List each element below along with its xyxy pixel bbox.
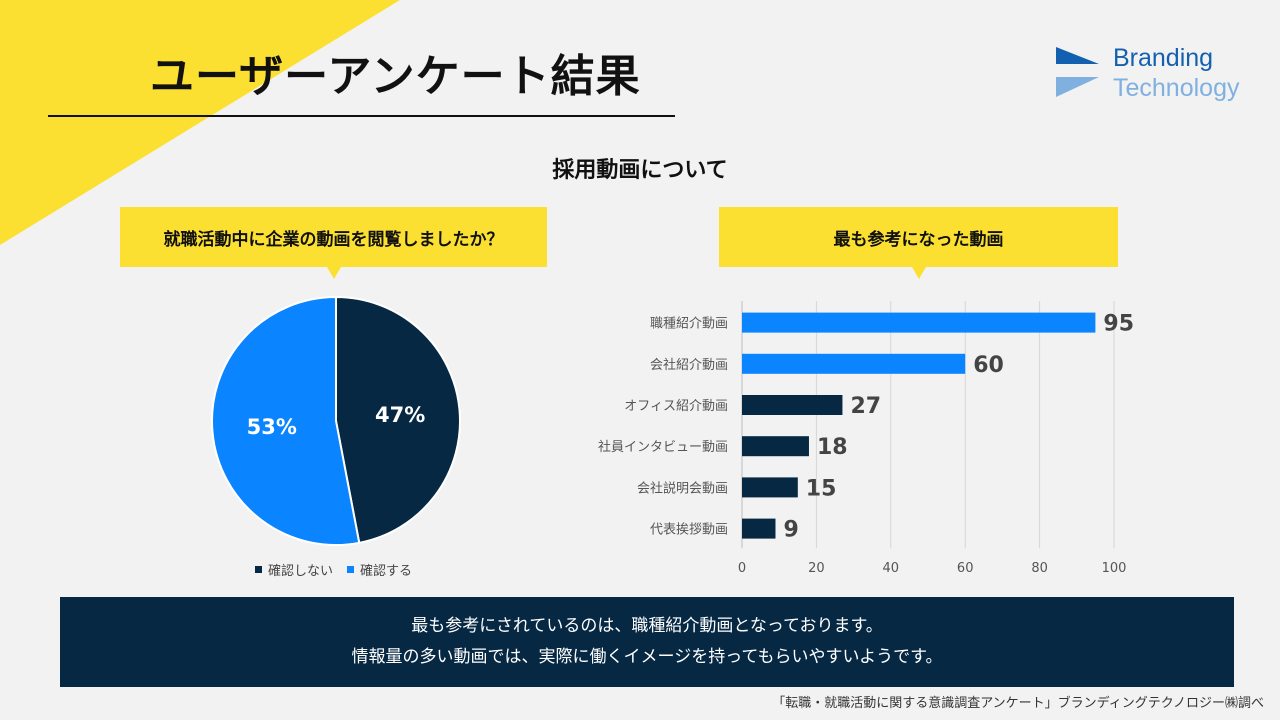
pie-slice-yes — [211, 295, 361, 546]
bar-value-label: 15 — [806, 476, 837, 501]
bar-question-bubble: 最も参考になった動画 — [719, 207, 1118, 279]
bar — [742, 353, 966, 374]
x-tick-label: 20 — [808, 561, 825, 576]
summary-box: 最も参考にされているのは、職種紹介動画となっております。 情報量の多い動画では、… — [60, 597, 1234, 687]
category-label: 代表挨拶動画 — [650, 523, 728, 538]
bar-chart: 0 20 40 60 80 100 職種紹介動画 95 会社紹介動画 60 オフィス紹介動画 27 社員… — [598, 301, 1134, 576]
category-label: オフィス紹介動画 — [624, 399, 728, 414]
branding-technology-logo: Branding Technology — [1055, 44, 1245, 104]
category-label: 会社紹介動画 — [650, 357, 728, 373]
bar-value-label: 9 — [783, 518, 798, 543]
section-title: 採用動画について — [552, 158, 728, 183]
pie-question-text: 就職活動中に企業の動画を閲覧しましたか？ — [163, 229, 504, 250]
legend-item-yes: 確認する — [347, 560, 412, 579]
bar — [742, 436, 809, 457]
x-tick-label: 0 — [738, 561, 746, 576]
page-title: ユーザーアンケート結果 — [150, 51, 641, 102]
logo-text-technology: Technology — [1113, 74, 1240, 102]
bar-question-text: 最も参考になった動画 — [833, 229, 1004, 250]
category-label: 職種紹介動画 — [650, 316, 728, 332]
summary-line-2: 情報量の多い動画では、実際に働くイメージを持ってもらいやすいようです。 — [351, 647, 943, 667]
bar-value-label: 27 — [850, 394, 881, 419]
x-tick-label: 60 — [957, 561, 974, 576]
category-label: 社員インタビュー動画 — [598, 439, 728, 455]
pie-slice-no — [335, 295, 461, 544]
bar-value-label: 18 — [817, 435, 848, 460]
x-tick-label: 100 — [1102, 561, 1127, 576]
legend-label-yes: 確認する — [360, 564, 413, 579]
x-tick-label: 40 — [883, 561, 900, 576]
pie-question-bubble: 就職活動中に企業の動画を閲覧しましたか？ — [120, 207, 547, 279]
logo-mark-icon — [1056, 47, 1099, 97]
legend-item-no: 確認しない — [255, 560, 333, 579]
corner-triangle-decoration — [0, 0, 400, 245]
bar — [742, 518, 776, 539]
pie-legend: 確認しない 確認する — [255, 560, 412, 579]
bar — [742, 312, 1096, 333]
pie-label-yes: 53% — [247, 415, 297, 439]
x-tick-label: 80 — [1031, 561, 1048, 576]
bar-value-label: 60 — [973, 353, 1004, 378]
legend-label-no: 確認しない — [268, 564, 334, 579]
legend-swatch-yes — [347, 566, 355, 573]
category-label: 会社説明会動画 — [637, 480, 728, 496]
bar — [742, 477, 798, 498]
source-note: 「転職・就職活動に関する意識調査アンケート」ブランディングテクノロジー㈱調べ — [772, 696, 1264, 711]
bar — [742, 395, 843, 415]
legend-swatch-no — [255, 566, 262, 573]
pie-label-no: 47% — [375, 403, 425, 427]
title-underline — [48, 115, 675, 117]
logo-text-branding: Branding — [1113, 44, 1214, 72]
bar-value-label: 95 — [1103, 312, 1134, 337]
summary-line-1: 最も参考にされているのは、職種紹介動画となっております。 — [411, 616, 883, 636]
pie-chart: 47% 53% — [211, 295, 461, 546]
